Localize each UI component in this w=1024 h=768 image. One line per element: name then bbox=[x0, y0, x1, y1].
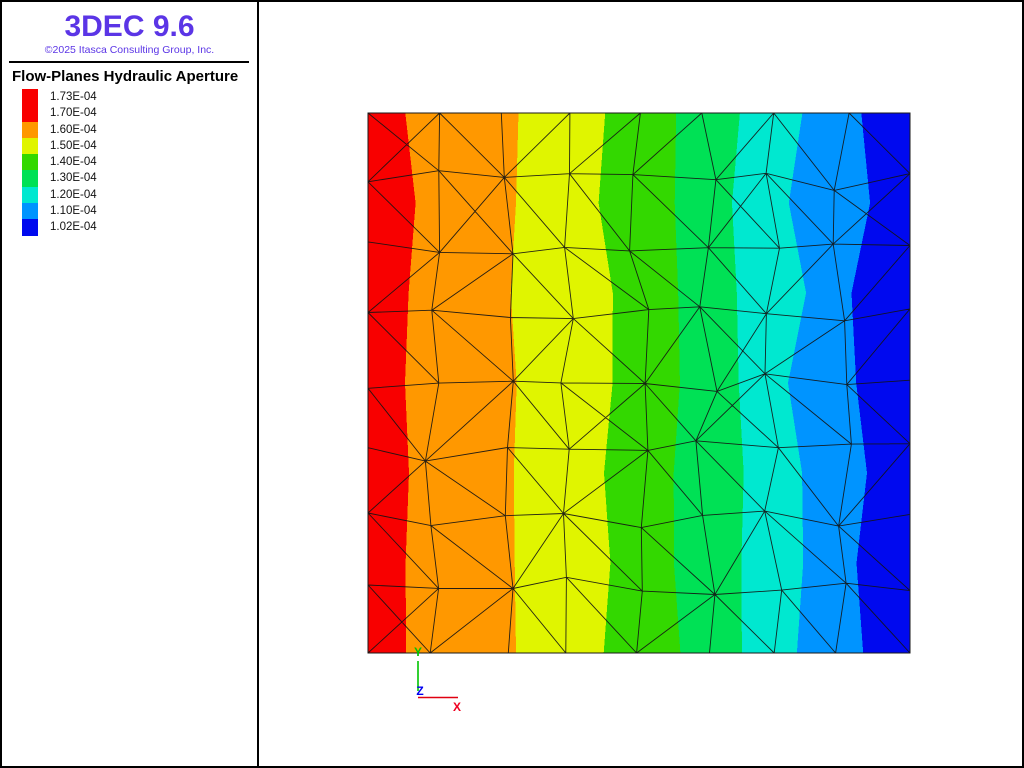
y-axis-label: Y bbox=[414, 645, 422, 659]
legend-value: 1.20E-04 bbox=[50, 188, 97, 201]
x-axis-label: X bbox=[453, 700, 461, 714]
legend-colorbar bbox=[22, 89, 38, 236]
contour-band bbox=[368, 113, 416, 653]
copyright-text: ©2025 Itasca Consulting Group, Inc. bbox=[44, 44, 215, 56]
model-outline bbox=[367, 112, 911, 654]
legend-value: 1.30E-04 bbox=[50, 172, 97, 185]
legend-value-list: 1.73E-04 1.70E-04 1.60E-04 1.50E-04 1.40E-04… bbox=[50, 89, 97, 236]
legend-value: 1.40E-04 bbox=[50, 156, 97, 169]
app-title: 3DEC 9.6 bbox=[64, 10, 195, 43]
colorbar-swatch bbox=[22, 121, 38, 138]
legend-value: 1.60E-04 bbox=[50, 123, 97, 136]
colorbar-swatch bbox=[22, 89, 38, 122]
contour-band bbox=[851, 113, 910, 653]
legend-value: 1.50E-04 bbox=[50, 139, 97, 152]
colorbar-swatch bbox=[22, 186, 38, 204]
colorbar-swatch bbox=[22, 137, 38, 155]
legend-value: 1.10E-04 bbox=[50, 205, 97, 218]
contour-band bbox=[405, 113, 519, 653]
legend-title: Flow-Planes Hydraulic Aperture bbox=[12, 68, 239, 85]
brand-header: 3DEC 9.6 ©2025 Itasca Consulting Group, … bbox=[2, 2, 257, 57]
legend-value: 1.02E-04 bbox=[50, 221, 97, 234]
model-viewport[interactable]: Y Z X bbox=[259, 2, 1022, 766]
z-axis-label: Z bbox=[416, 684, 423, 698]
contour-band bbox=[598, 113, 681, 653]
model-view-canvas[interactable]: Y Z X bbox=[259, 2, 1022, 766]
colorbar-swatch bbox=[22, 170, 38, 187]
colorbar-swatch bbox=[22, 219, 38, 236]
contour-legend: 1.73E-04 1.70E-04 1.60E-04 1.50E-04 1.40E-04… bbox=[22, 89, 257, 236]
legend-value: 1.73E-04 bbox=[50, 91, 97, 103]
sidebar: 3DEC 9.6 ©2025 Itasca Consulting Group, … bbox=[2, 2, 259, 766]
legend-value: 1.70E-04 bbox=[50, 107, 97, 120]
colorbar-swatch bbox=[22, 203, 38, 220]
colorbar-swatch bbox=[22, 154, 38, 171]
contour-band bbox=[788, 113, 871, 653]
header-divider bbox=[9, 61, 249, 63]
